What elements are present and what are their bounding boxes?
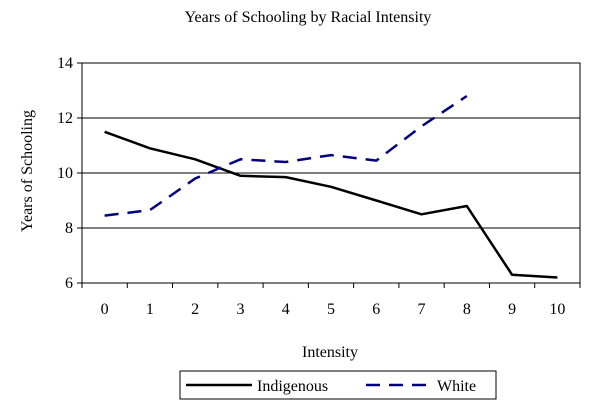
x-tick-label: 0	[101, 301, 109, 318]
series-line-white	[104, 94, 468, 217]
y-tick-label: 6	[65, 275, 73, 292]
x-tick-label: 10	[549, 301, 565, 318]
x-tick-label: 7	[418, 301, 426, 318]
series-line-indigenous	[104, 130, 558, 279]
x-tick-label: 6	[372, 301, 380, 318]
x-tick-label: 9	[508, 301, 516, 318]
x-tick-label: 3	[236, 301, 244, 318]
y-tick-label: 8	[65, 220, 73, 237]
y-tick-label: 12	[57, 110, 73, 127]
chart-title: Years of Schooling by Racial Intensity	[185, 9, 432, 26]
y-tick-label: 10	[57, 165, 73, 182]
x-tick-label: 2	[191, 301, 199, 318]
y-tick-label: 14	[57, 55, 73, 72]
x-tick-label: 1	[146, 301, 154, 318]
legend-label-indigenous: Indigenous	[257, 378, 328, 395]
x-tick-label: 5	[327, 301, 335, 318]
gridlines	[82, 117, 580, 229]
x-tick-label: 4	[282, 301, 290, 318]
series-lines	[104, 94, 558, 279]
legend-label-white: White	[437, 378, 476, 395]
y-axis-label: Years of Schooling	[19, 110, 36, 232]
legend: Indigenous White	[179, 370, 497, 400]
x-tick-label: 8	[463, 301, 471, 318]
x-axis-label: Intensity	[302, 344, 358, 361]
